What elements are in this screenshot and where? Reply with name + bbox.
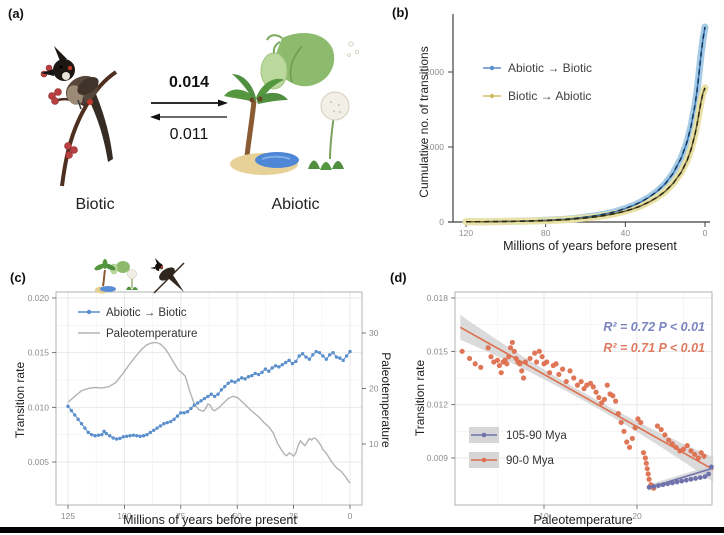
svg-text:Abiotic → Biotic: Abiotic → Biotic — [508, 61, 592, 75]
panel-c-chart: 0.005 0.010 0.015 0.020 10 20 30 125 100 75 50 25 0 A… — [28, 291, 379, 521]
panel-c-x-axis-title: Millions of years before present — [123, 513, 297, 527]
svg-text:2000: 2000 — [425, 67, 444, 77]
svg-text:Paleotemperature: Paleotemperature — [106, 328, 197, 340]
axes: 0 1000 2000 120 80 40 0 — [425, 14, 710, 238]
svg-text:30: 30 — [369, 328, 379, 338]
svg-text:75: 75 — [176, 511, 186, 521]
svg-text:20: 20 — [632, 511, 642, 521]
axis-ticks: 0.009 0.012 0.015 0.018 10 20 — [427, 293, 642, 521]
svg-text:90-0 Mya: 90-0 Mya — [506, 455, 555, 467]
panel-b-chart: 0 1000 2000 120 80 40 0 Abiotic → Biotic Biotic … — [425, 14, 710, 238]
legend: Abiotic → Biotic Biotic → Abiotic — [483, 61, 592, 103]
svg-text:20: 20 — [369, 384, 379, 394]
panel-d-chart: 0.009 0.012 0.015 0.018 10 20 105-90 Mya 90-0 M… — [427, 291, 714, 521]
svg-text:Biotic → Abiotic: Biotic → Abiotic — [508, 89, 591, 103]
svg-text:0.010: 0.010 — [28, 402, 50, 412]
svg-text:0.015: 0.015 — [427, 346, 449, 356]
svg-text:0.020: 0.020 — [28, 293, 50, 303]
svg-text:0: 0 — [348, 511, 353, 521]
panel-b-label: (b) — [392, 5, 409, 20]
svg-text:120: 120 — [459, 228, 473, 238]
svg-text:0: 0 — [439, 217, 444, 227]
svg-text:0.009: 0.009 — [427, 453, 449, 463]
panel-c-label: (c) — [10, 270, 26, 285]
svg-text:10: 10 — [539, 511, 549, 521]
legend: 105-90 Mya 90-0 Mya — [469, 427, 567, 468]
svg-text:10: 10 — [369, 439, 379, 449]
series-lines — [466, 26, 706, 223]
svg-text:80: 80 — [541, 228, 551, 238]
mini-bird-icon — [150, 258, 185, 294]
panel-a-label: (a) — [8, 6, 24, 21]
abiotic-plants-illustration — [224, 32, 360, 175]
svg-text:100: 100 — [117, 511, 131, 521]
biotic-state-label: Biotic — [75, 196, 115, 213]
series-abiotic-to-biotic — [66, 349, 352, 441]
abiotic-state-label: Abiotic — [271, 196, 320, 213]
svg-text:50: 50 — [232, 511, 242, 521]
transition-rate-backward: 0.011 — [169, 126, 209, 143]
panel-d-y-axis-title: Transition rate — [413, 359, 427, 437]
panel-c-icons — [94, 258, 185, 294]
series-paleotemperature — [67, 341, 351, 484]
panel-b-x-axis-title: Millions of years before present — [503, 239, 677, 253]
axis-ticks: 0.005 0.010 0.015 0.020 10 20 30 125 100 75 50 25 0 — [28, 293, 379, 521]
svg-text:0.015: 0.015 — [28, 348, 50, 358]
svg-text:R² = 0.71 P < 0.01: R² = 0.71 P < 0.01 — [603, 341, 705, 355]
scatter-points — [459, 339, 714, 491]
svg-text:0: 0 — [703, 228, 708, 238]
panel-c-left-axis-title: Transition rate — [13, 361, 27, 439]
svg-text:0.005: 0.005 — [28, 457, 50, 467]
legend: Abiotic → Biotic Paleotemperature — [78, 307, 197, 340]
grid — [56, 292, 362, 505]
svg-text:25: 25 — [289, 511, 299, 521]
transition-rate-forward: 0.014 — [168, 74, 210, 91]
panel-b-y-axis-title: Cumulative no. of transitions — [417, 46, 431, 198]
svg-text:R² = 0.72 P < 0.01: R² = 0.72 P < 0.01 — [603, 320, 705, 334]
biotic-bird-illustration — [40, 46, 118, 187]
svg-text:0.012: 0.012 — [427, 400, 449, 410]
svg-text:0.018: 0.018 — [427, 293, 449, 303]
berries — [40, 64, 78, 159]
svg-text:40: 40 — [621, 228, 631, 238]
svg-text:105-90 Mya: 105-90 Mya — [506, 430, 567, 442]
transition-arrows — [150, 99, 228, 121]
panel-d-x-axis-title: Paleotemperature — [533, 513, 633, 527]
svg-text:125: 125 — [61, 511, 75, 521]
svg-text:1000: 1000 — [425, 142, 444, 152]
panel-d-label: (d) — [390, 270, 407, 285]
confidence-bands — [462, 23, 709, 226]
mini-plants-icon — [94, 259, 138, 294]
bottom-border-bar — [0, 527, 724, 533]
r-squared-annotations: R² = 0.72 P < 0.01 R² = 0.71 P < 0.01 — [603, 320, 705, 355]
svg-text:Abiotic → Biotic: Abiotic → Biotic — [106, 307, 187, 319]
